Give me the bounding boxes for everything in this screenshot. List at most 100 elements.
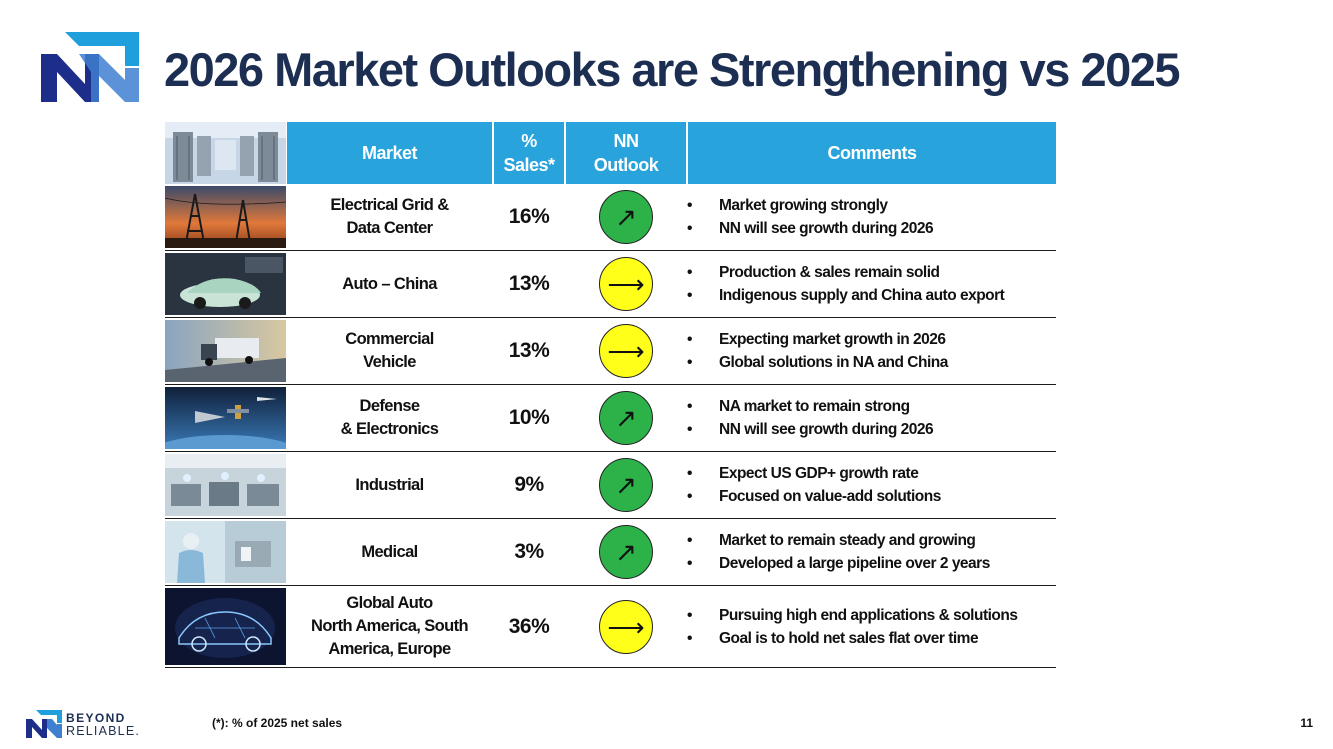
comment-item: • Global solutions in NA and China <box>687 354 948 371</box>
market-name: Commercial Vehicle <box>286 317 493 385</box>
market-name: Industrial <box>286 451 493 519</box>
header-outlook-line1: NN <box>613 131 640 151</box>
brand-line1: BEYOND <box>66 711 126 725</box>
header-market: Market <box>286 122 494 184</box>
beyond-reliable-logo: BEYOND RELIABLE. <box>26 710 176 740</box>
comment-item: • Market to remain steady and growing <box>687 532 976 549</box>
comment-item: • NN will see growth during 2026 <box>687 421 934 438</box>
comment-item: • Indigenous supply and China auto export <box>687 287 1005 304</box>
sales-percent: 36% <box>493 585 565 668</box>
outlook-up-indicator: ↗ <box>599 391 653 445</box>
sales-percent: 3% <box>493 518 565 586</box>
sales-percent: 13% <box>493 317 565 385</box>
comment-item: • Focused on value-add solutions <box>687 488 941 505</box>
outlook-cell: ⟶ <box>565 250 687 318</box>
arrow-right-icon: ⟶ <box>607 336 645 366</box>
outlook-up-indicator: ↗ <box>599 525 653 579</box>
comment-item: • NA market to remain strong <box>687 398 910 415</box>
market-name: Electrical Grid & Data Center <box>286 184 493 251</box>
market-name-line: Vehicle <box>363 353 416 371</box>
arrow-up-right-icon: ↗ <box>615 537 637 567</box>
market-name-line: North America, South <box>311 617 469 635</box>
table-row: Electrical Grid & Data Center 16% ↗ • Mar… <box>165 184 1056 251</box>
comment-item: • Developed a large pipeline over 2 years <box>687 555 990 572</box>
comment-item: • Goal is to hold net sales flat over tim… <box>687 629 979 647</box>
market-name: Global Auto North America, South America… <box>286 585 493 668</box>
market-name: Medical <box>286 518 493 586</box>
row-image-cell <box>165 250 286 318</box>
market-name-line: Commercial <box>345 330 434 348</box>
comment-item: • Pursuing high end applications & soluti… <box>687 606 1018 624</box>
sales-percent: 10% <box>493 384 565 452</box>
wireframe-car-photo <box>165 588 286 665</box>
market-name-line: Global Auto <box>346 594 433 612</box>
outlook-cell: ⟶ <box>565 585 687 668</box>
table-row: Medical 3% ↗ • Market to remain steady an… <box>165 518 1056 586</box>
lab-technician-photo <box>165 521 286 583</box>
comment-item: • Market growing strongly <box>687 197 888 214</box>
market-name-line: & Electronics <box>340 420 439 438</box>
ev-car-photo <box>165 253 286 315</box>
table-header-row: Market % Sales* NN Outlook Comments <box>165 122 1056 184</box>
arrow-up-right-icon: ↗ <box>615 202 637 232</box>
truck-photo <box>165 320 286 382</box>
nn-logo <box>41 32 139 102</box>
outlook-cell: ↗ <box>565 518 687 586</box>
nn-mark-icon <box>26 710 62 738</box>
row-image-cell <box>165 518 286 586</box>
header-sales: % Sales* <box>493 122 566 184</box>
row-image-cell <box>165 184 286 251</box>
factory-floor-photo <box>165 454 286 516</box>
comments-cell: • NA market to remain strong • NN will see… <box>687 384 1056 452</box>
comment-item: • Production & sales remain solid <box>687 264 940 281</box>
table-row: Global Auto North America, South America… <box>165 585 1056 668</box>
market-name-line: Data Center <box>346 219 433 237</box>
table-row: Auto – China 13% ⟶ • Production & sales r… <box>165 250 1056 318</box>
row-image-cell <box>165 317 286 385</box>
market-name: Auto – China <box>286 250 493 318</box>
comments-cell: • Production & sales remain solid • Indige… <box>687 250 1056 318</box>
row-image-cell <box>165 585 286 668</box>
arrow-up-right-icon: ↗ <box>615 470 637 500</box>
outlook-flat-indicator: ⟶ <box>599 324 653 378</box>
header-outlook-line2: Outlook <box>593 155 659 175</box>
comments-cell: • Expecting market growth in 2026 • Global… <box>687 317 1056 385</box>
header-image-cell <box>165 122 287 184</box>
comment-item: • NN will see growth during 2026 <box>687 220 934 237</box>
market-name-line: America, Europe <box>328 640 451 658</box>
sales-percent: 16% <box>493 184 565 251</box>
market-name-line: Electrical Grid & <box>330 196 449 214</box>
outlook-flat-indicator: ⟶ <box>599 257 653 311</box>
outlook-cell: ↗ <box>565 384 687 452</box>
comments-cell: • Market to remain steady and growing • De… <box>687 518 1056 586</box>
outlook-cell: ↗ <box>565 451 687 519</box>
page-number: 11 <box>1300 716 1313 730</box>
row-image-cell <box>165 451 286 519</box>
table-row: Defense & Electronics 10% ↗ • NA market t… <box>165 384 1056 452</box>
comments-cell: • Pursuing high end applications & soluti… <box>687 585 1056 668</box>
market-name: Defense & Electronics <box>286 384 493 452</box>
page-title: 2026 Market Outlooks are Strengthening v… <box>164 43 1181 96</box>
market-name-line: Auto – China <box>342 274 437 293</box>
arrow-up-right-icon: ↗ <box>615 403 637 433</box>
header-outlook: NN Outlook <box>565 122 688 184</box>
market-name-line: Industrial <box>355 475 424 494</box>
sales-percent: 13% <box>493 250 565 318</box>
comment-item: • Expect US GDP+ growth rate <box>687 465 919 482</box>
outlook-cell: ⟶ <box>565 317 687 385</box>
market-outlook-table: Market % Sales* NN Outlook Comments <box>165 122 1056 668</box>
market-name-line: Defense <box>359 397 421 415</box>
header-sales-line1: % <box>521 131 537 151</box>
outlook-flat-indicator: ⟶ <box>599 599 653 654</box>
header-comments: Comments <box>687 122 1056 184</box>
comments-cell: • Market growing strongly • NN will see gr… <box>687 184 1056 251</box>
arrow-right-icon: ⟶ <box>607 269 645 299</box>
comments-cell: • Expect US GDP+ growth rate • Focused on … <box>687 451 1056 519</box>
table-row: Industrial 9% ↗ • Expect US GDP+ growth r… <box>165 451 1056 519</box>
row-image-cell <box>165 384 286 452</box>
outlook-up-indicator: ↗ <box>599 458 653 512</box>
data-center-photo <box>165 122 286 184</box>
header-sales-line2: Sales* <box>503 155 555 175</box>
outlook-up-indicator: ↗ <box>599 190 653 244</box>
arrow-right-icon: ⟶ <box>607 611 645 642</box>
